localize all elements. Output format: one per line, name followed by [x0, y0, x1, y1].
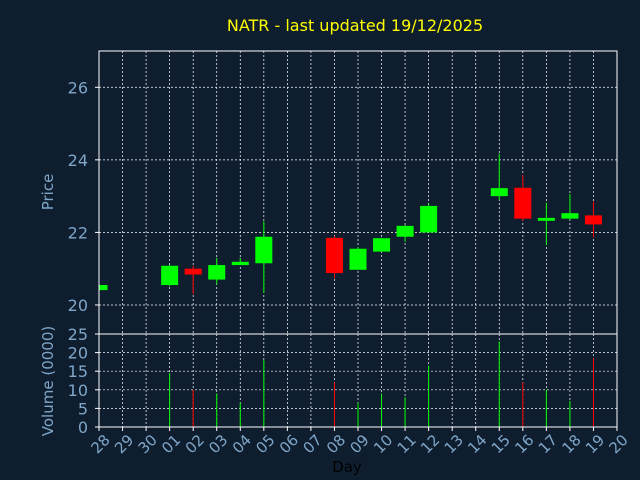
volume-tick-label: 15 [68, 362, 88, 381]
price-tick-label: 26 [68, 78, 88, 97]
candle-body [325, 237, 343, 274]
volume-tick-label: 5 [78, 399, 88, 418]
candle-body [373, 238, 391, 252]
volume-axis-label: Volume (0000) [39, 326, 57, 436]
day-tick-label: 12 [417, 431, 443, 457]
day-tick-label: 29 [111, 431, 137, 457]
day-tick-label: 07 [299, 431, 325, 457]
volume-tick-label: 20 [68, 344, 88, 363]
candle-body [584, 215, 602, 225]
day-tick-label: 06 [276, 431, 302, 457]
chart-title: NATR - last updated 19/12/2025 [227, 16, 483, 35]
candle-body [490, 188, 508, 197]
day-x-ticks: 2829300102030405060708091011121314151617… [88, 427, 632, 457]
candle-body [349, 248, 367, 270]
day-tick-label: 09 [347, 431, 373, 457]
candlesticks [99, 153, 602, 295]
volume-bars [169, 341, 594, 427]
candle-body [161, 265, 179, 286]
price-tick-label: 20 [68, 296, 88, 315]
day-tick-label: 17 [535, 431, 561, 457]
price-tick-label: 22 [68, 223, 88, 242]
x-axis-label: Day [332, 458, 362, 476]
day-tick-label: 10 [370, 431, 396, 457]
day-tick-label: 30 [135, 431, 161, 457]
price-axis-label: Price [39, 174, 57, 211]
day-tick-label: 08 [323, 431, 349, 457]
candle-body [99, 285, 108, 291]
price-tick-label: 24 [68, 151, 88, 170]
candle-body [396, 225, 414, 237]
day-tick-label: 28 [88, 431, 114, 457]
day-tick-label: 01 [158, 431, 184, 457]
price-panel: 20 22 24 26 Price [39, 50, 618, 335]
price-gridlines [99, 51, 617, 334]
volume-tick-label: 0 [78, 418, 88, 437]
volume-tick-label: 10 [68, 381, 88, 400]
day-tick-label: 04 [229, 431, 255, 457]
day-tick-label: 13 [441, 431, 467, 457]
day-tick-label: 02 [182, 431, 208, 457]
day-tick-label: 16 [511, 431, 537, 457]
candle-body [208, 265, 226, 280]
candle-body [514, 187, 532, 219]
candle-body [184, 268, 202, 275]
volume-tick-label: 25 [68, 325, 88, 344]
day-tick-label: 14 [464, 431, 490, 457]
day-tick-label: 19 [582, 431, 608, 457]
candle-body [231, 261, 249, 266]
day-tick-label: 05 [252, 431, 278, 457]
day-tick-label: 11 [394, 431, 420, 457]
price-y-ticks: 20 22 24 26 [68, 78, 99, 315]
candle-body [561, 213, 579, 219]
candle-body [255, 236, 273, 264]
day-tick-label: 20 [606, 431, 632, 457]
day-tick-label: 15 [488, 431, 514, 457]
candle-body [420, 205, 438, 233]
day-tick-label: 18 [558, 431, 584, 457]
day-tick-label: 03 [205, 431, 231, 457]
candle-body [537, 217, 555, 221]
